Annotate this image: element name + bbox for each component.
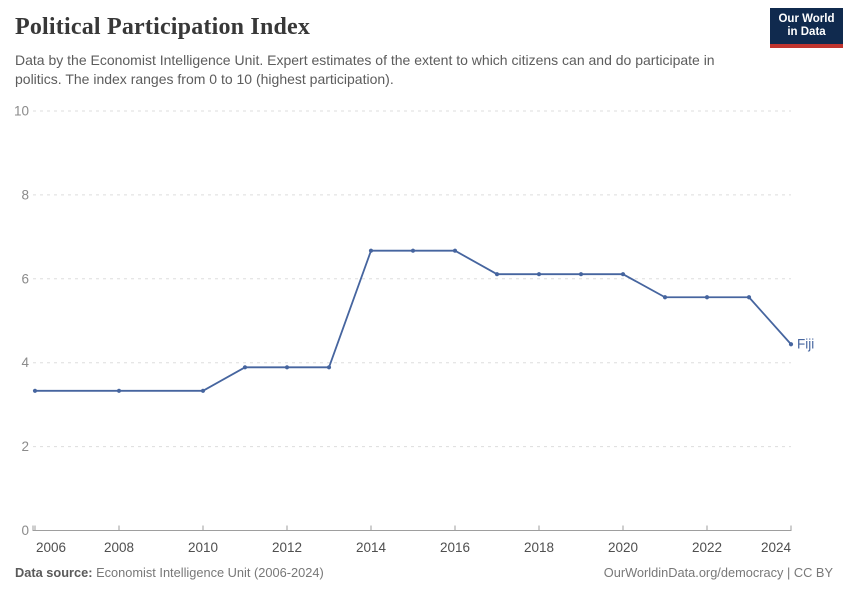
line-fiji[interactable] bbox=[35, 249, 792, 392]
y-axis-tick-label: 0 bbox=[21, 523, 29, 538]
footer-links: OurWorldinData.org/democracy | CC BY bbox=[604, 565, 833, 580]
data-point[interactable] bbox=[242, 365, 248, 370]
owid-logo-line2: in Data bbox=[787, 26, 826, 38]
chart-subtitle: Data by the Economist Intelligence Unit.… bbox=[15, 52, 715, 87]
license-label: CC BY bbox=[793, 565, 833, 580]
data-point[interactable] bbox=[788, 342, 794, 347]
data-point[interactable] bbox=[368, 248, 374, 253]
x-axis-tick-label: 2012 bbox=[272, 540, 302, 555]
owid-logo-line1: Our World bbox=[778, 13, 835, 25]
data-point[interactable] bbox=[32, 388, 38, 393]
data-source-note: Data source: Economist Intelligence Unit… bbox=[15, 565, 324, 580]
owid-url-link[interactable]: OurWorldinData.org/democracy bbox=[603, 565, 784, 580]
x-axis-tick-label: 2010 bbox=[188, 540, 218, 555]
x-axis bbox=[32, 525, 792, 531]
footer-divider: | bbox=[783, 565, 794, 580]
data-point[interactable] bbox=[620, 272, 626, 277]
chart-title: Political Participation Index bbox=[15, 14, 311, 40]
x-axis-tick-label: 2020 bbox=[608, 540, 638, 555]
series-end-label[interactable]: Fiji bbox=[797, 337, 814, 352]
data-point[interactable] bbox=[410, 248, 416, 253]
y-axis-tick-label: 8 bbox=[21, 187, 29, 202]
data-point[interactable] bbox=[704, 295, 710, 300]
data-point[interactable] bbox=[578, 272, 584, 277]
data-point[interactable] bbox=[494, 272, 500, 277]
data-source-label: Data source: bbox=[15, 565, 93, 580]
x-axis-tick-label: 2016 bbox=[440, 540, 470, 555]
data-source-text: Economist Intelligence Unit (2006-2024) bbox=[92, 565, 324, 580]
data-point[interactable] bbox=[452, 248, 458, 253]
y-axis-tick-label: 6 bbox=[21, 271, 29, 286]
data-point[interactable] bbox=[662, 295, 668, 300]
x-axis-tick-label: 2006 bbox=[36, 540, 66, 555]
x-axis-tick-label: 2022 bbox=[692, 540, 722, 555]
x-axis-tick-label: 2024 bbox=[761, 540, 792, 555]
owid-logo[interactable]: Our World in Data bbox=[770, 8, 843, 48]
data-point[interactable] bbox=[536, 272, 542, 277]
y-axis-tick-label: 2 bbox=[21, 439, 29, 454]
data-point[interactable] bbox=[746, 295, 752, 300]
y-axis-tick-label: 4 bbox=[21, 355, 29, 370]
y-axis-tick-label: 10 bbox=[14, 104, 29, 119]
x-axis-tick-label: 2018 bbox=[524, 540, 554, 555]
data-point[interactable] bbox=[284, 365, 290, 370]
x-axis-tick-label: 2014 bbox=[356, 540, 387, 555]
data-point[interactable] bbox=[116, 388, 122, 393]
x-axis-tick-label: 2008 bbox=[104, 540, 134, 555]
data-point[interactable] bbox=[200, 388, 206, 393]
data-point[interactable] bbox=[326, 365, 332, 370]
